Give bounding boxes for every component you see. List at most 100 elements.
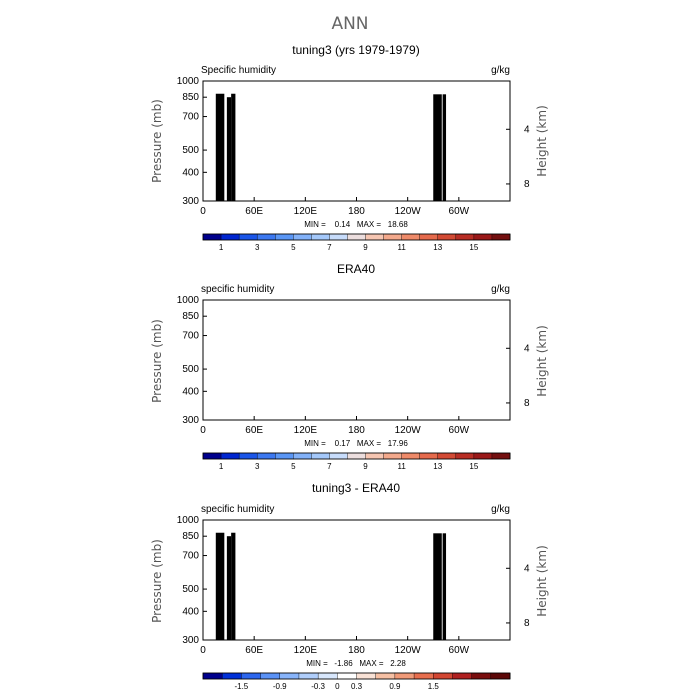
colorbar-swatch — [238, 233, 258, 241]
panel-difference: tuning3 - ERA40 specific humidity g/kg P… — [150, 481, 549, 691]
y2-axis-label: Height (km) — [535, 325, 549, 396]
x-tick-label: 120W — [395, 206, 422, 217]
panel-left-label: specific humidity — [201, 504, 274, 515]
colorbar-swatch — [473, 452, 493, 460]
y-tick-label: 400 — [182, 386, 199, 397]
y-tick-label: 1000 — [177, 76, 200, 87]
x-tick-label: 120E — [294, 206, 318, 217]
topography-block — [442, 94, 447, 201]
colorbar-swatch — [491, 233, 511, 241]
y-axis-label: Pressure (mb) — [150, 99, 164, 183]
colorbar: 1 3 5 7 9 11 13 15 — [202, 452, 511, 471]
colorbar-label: 7 — [327, 243, 332, 252]
colorbar-label: 13 — [433, 462, 442, 471]
colorbar-frame — [202, 452, 511, 460]
y2-tick-label: 4 — [524, 343, 530, 354]
colorbar-label: 9 — [363, 462, 368, 471]
colorbar-swatch — [347, 233, 367, 241]
y-axis-label: Pressure (mb) — [150, 319, 164, 403]
colorbar-label: 1 — [219, 462, 224, 471]
colorbar-swatch — [329, 233, 348, 241]
colorbar-swatch — [473, 233, 493, 241]
y-tick-label: 1000 — [177, 295, 200, 306]
x-tick-label: 120E — [294, 425, 318, 436]
y2-tick-label: 8 — [524, 398, 530, 409]
panel-title: tuning3 - ERA40 — [312, 481, 400, 495]
colorbar-label: 15 — [469, 243, 478, 252]
y-tick-label: 700 — [182, 331, 199, 342]
min-max-readout: MIN = 0.14 MAX = 18.68 — [304, 220, 408, 229]
colorbar-frame — [202, 233, 511, 241]
y-tick-label: 500 — [182, 145, 199, 156]
colorbar-label: 15 — [469, 462, 478, 471]
x-tick-label: 60W — [449, 425, 470, 436]
colorbar-swatch — [202, 452, 222, 460]
colorbar-swatch — [455, 452, 475, 460]
y-tick-label: 300 — [182, 196, 199, 207]
min-max-readout: MIN = 0.17 MAX = 17.96 — [304, 439, 408, 448]
colorbar-swatch — [311, 452, 330, 460]
colorbar-label: 3 — [255, 462, 260, 471]
colorbar-swatch — [347, 452, 367, 460]
panel-title: ERA40 — [337, 262, 375, 276]
colorbar-swatch — [311, 233, 330, 241]
x-tick-label: 180 — [348, 206, 365, 217]
colorbar-label: 9 — [363, 243, 368, 252]
colorbar-label: 1 — [219, 243, 224, 252]
x-tick-label: 0 — [200, 425, 206, 436]
colorbar-swatch — [383, 233, 403, 241]
colorbar-swatch — [437, 452, 457, 460]
colorbar-swatch — [256, 233, 276, 241]
colorbar-swatch — [419, 452, 439, 460]
panel-units-label: g/kg — [491, 65, 510, 76]
colorbar-swatch — [202, 233, 222, 241]
y2-axis-label: Height (km) — [535, 545, 549, 616]
colorbar-swatch — [293, 233, 312, 241]
min-max-readout: MIN = -1.86 MAX = 2.28 — [306, 659, 406, 668]
colorbar-label: 5 — [291, 462, 296, 471]
colorbar-swatch — [220, 452, 240, 460]
colorbar-swatch — [256, 452, 276, 460]
colorbar-label: 3 — [255, 243, 260, 252]
colorbar-swatch — [419, 233, 439, 241]
panel-units-label: g/kg — [491, 504, 510, 515]
x-tick-label: 60E — [245, 206, 263, 217]
colorbar-swatch — [401, 233, 421, 241]
colorbar-swatch — [437, 233, 457, 241]
x-tick-label: 120W — [395, 425, 422, 436]
y-tick-label: 500 — [182, 364, 199, 375]
x-tick-label: 0 — [200, 206, 206, 217]
colorbar-swatch — [401, 452, 421, 460]
colorbar-swatch — [455, 233, 475, 241]
y-tick-label: 700 — [182, 112, 199, 123]
plot-frame — [202, 299, 511, 421]
colorbar-swatch — [238, 452, 258, 460]
colorbar-swatch — [329, 452, 348, 460]
x-tick-label: 180 — [348, 425, 365, 436]
y2-tick-label: 8 — [524, 179, 530, 190]
colorbar-label: 11 — [397, 462, 406, 471]
panel-left-label: Specific humidity — [201, 65, 276, 76]
y-tick-label: 400 — [182, 167, 199, 178]
panel-era40: ERA40 specific humidity g/kg Pressure (m… — [150, 262, 549, 471]
colorbar-swatch — [275, 233, 294, 241]
panel-title: tuning3 (yrs 1979-1979) — [292, 43, 419, 57]
topography-block — [215, 93, 225, 201]
figure-title: ANN — [331, 14, 368, 34]
y-tick-label: 850 — [182, 311, 199, 322]
panel-tuning3: tuning3 (yrs 1979-1979) Specific humidit… — [150, 43, 549, 252]
colorbar-label: 5 — [291, 243, 296, 252]
x-tick-label: 60W — [449, 206, 470, 217]
y-tick-label: 850 — [182, 92, 199, 103]
colorbar-label: 11 — [397, 243, 406, 252]
colorbar-swatch — [365, 233, 385, 241]
panel-left-label: specific humidity — [201, 284, 274, 295]
colorbar: 1 3 5 7 9 11 13 15 — [202, 233, 511, 252]
plot-frame — [202, 80, 511, 202]
y-axis-label: Pressure (mb) — [150, 539, 164, 623]
y2-tick-label: 4 — [524, 124, 530, 135]
x-tick-label: 60E — [245, 425, 263, 436]
y2-axis-label: Height (km) — [535, 105, 549, 176]
topography-block — [433, 94, 442, 201]
colorbar-swatch — [365, 452, 385, 460]
